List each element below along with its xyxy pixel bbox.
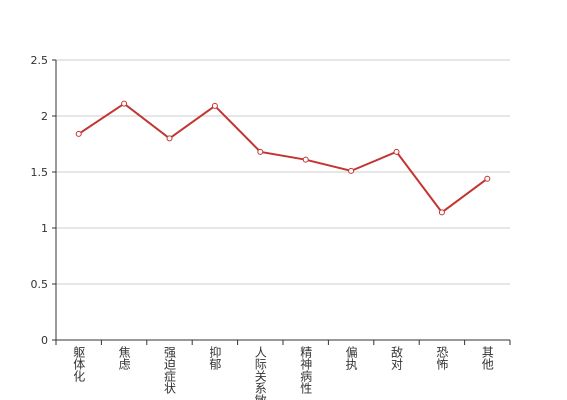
x-tick-label: 偏执 (344, 345, 358, 371)
point (302, 156, 309, 163)
x-tick-label: 躯体化 (72, 345, 86, 383)
line (78, 102, 488, 214)
point (484, 175, 491, 182)
y-tick-label: 1.5 (31, 166, 49, 179)
y-tick-label: 0.5 (31, 278, 49, 291)
y-tick-label: 2 (41, 110, 48, 123)
x-tick-label: 敌对 (390, 345, 404, 370)
x-tick-label: 焦虑 (117, 346, 131, 370)
point (121, 100, 128, 107)
x-tick-label: 强迫症状 (163, 346, 177, 394)
x-tick-label: 人际关系敏感 (253, 346, 267, 400)
point (166, 135, 173, 142)
y-tick-label: 1 (41, 222, 48, 235)
x-tick-label: 恐怖 (435, 346, 449, 370)
point (393, 148, 400, 155)
point (257, 148, 264, 155)
point (75, 130, 82, 137)
y-tick-label: 2.5 (31, 54, 49, 67)
y-tick-label: 0 (41, 334, 48, 347)
x-tick-label: 抑郁 (208, 345, 222, 371)
x-tick-label: 精神病性 (299, 346, 313, 395)
point (348, 167, 355, 174)
x-tick-label: 其他 (480, 346, 494, 370)
point (438, 209, 445, 216)
point (211, 102, 218, 109)
